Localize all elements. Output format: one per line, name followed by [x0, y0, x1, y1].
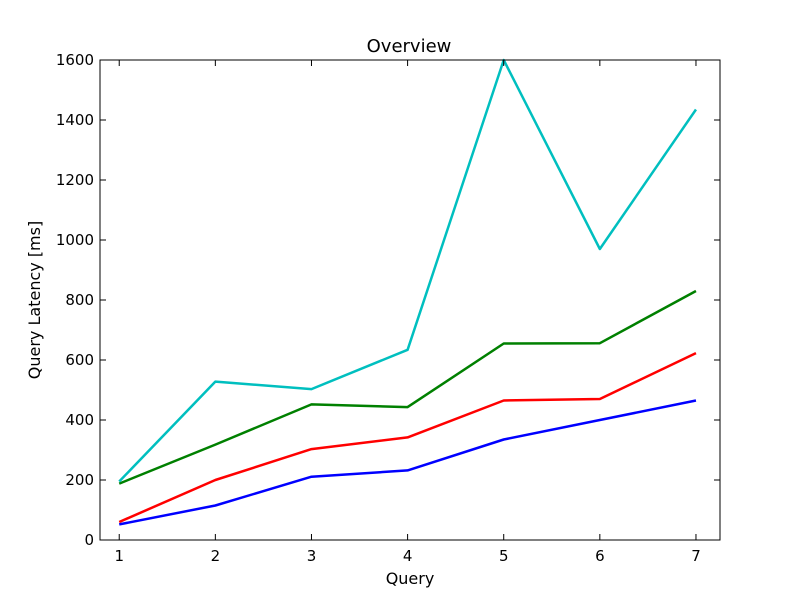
y-tick-label: 200: [65, 471, 94, 489]
y-tick-label: 1200: [56, 171, 94, 189]
y-axis-label: Query Latency [ms]: [25, 221, 44, 379]
y-tick-label: 600: [65, 351, 94, 369]
x-tick-label: 3: [307, 547, 317, 565]
x-tick-label: 2: [211, 547, 221, 565]
x-tick-label: 6: [595, 547, 605, 565]
x-tick-label: 1: [114, 547, 124, 565]
y-tick-label: 1000: [56, 231, 94, 249]
series-line-3: [118, 289, 697, 485]
y-tick-label: 0: [84, 531, 94, 549]
series-layer: [118, 58, 697, 526]
y-tick-label: 1600: [56, 51, 94, 69]
series-line-1: [118, 399, 697, 526]
x-tick-label: 4: [403, 547, 413, 565]
x-tick-label: 5: [499, 547, 509, 565]
y-tick-label: 800: [65, 291, 94, 309]
ticks-layer: 1 2 3 4 5 6 7 0 200 400 600 800 1000 1200 1400 1600: [56, 51, 720, 565]
plot-frame: [99, 59, 721, 541]
y-tick-label: 1400: [56, 111, 94, 129]
x-tick-label: 7: [691, 547, 701, 565]
chart-title: Overview: [367, 36, 452, 57]
series-line-4: [118, 58, 697, 483]
series-line-2: [118, 351, 697, 524]
x-axis-label: Query: [386, 569, 435, 588]
y-tick-label: 400: [65, 411, 94, 429]
